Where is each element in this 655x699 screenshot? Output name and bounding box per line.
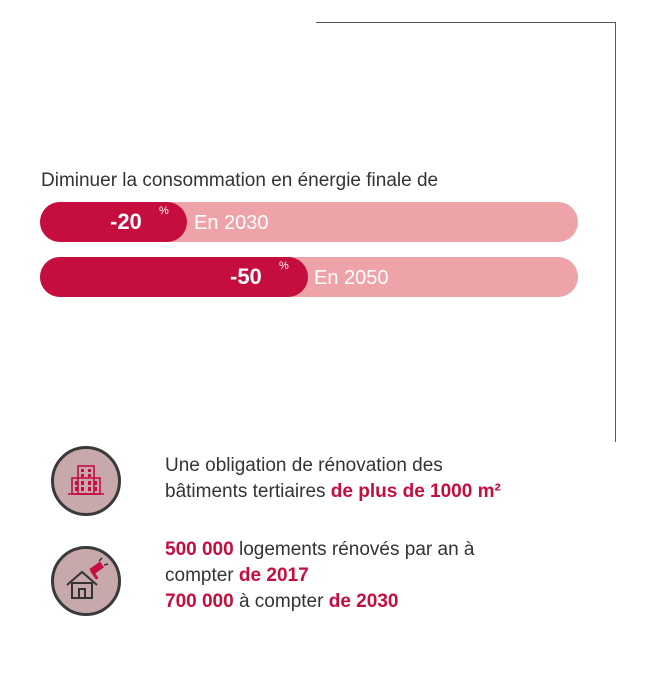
- house-renovation-icon: [51, 546, 121, 616]
- item-housing-line1: 500 000 logements rénovés par an à: [165, 537, 475, 563]
- item-housing-renovation: 500 000 logements rénovés par an à compt…: [165, 537, 475, 615]
- item-housing-count-2017: 500 000: [165, 539, 234, 560]
- item-housing-line1-text: logements rénovés par an à: [233, 539, 475, 560]
- bar-2030-value: -20: [110, 209, 142, 234]
- bar-2030-unit: %: [159, 205, 169, 217]
- frame-top-line: [316, 22, 616, 23]
- bar-2050-fill: [40, 257, 308, 297]
- item-tertiary-line2-text: bâtiments tertiaires: [165, 481, 331, 502]
- bar-2050: -50 % En 2050: [40, 257, 578, 297]
- item-housing-line2: compter de 2017: [165, 563, 475, 589]
- office-building-icon: [51, 446, 121, 516]
- item-tertiary-line2: bâtiments tertiaires de plus de 1000 m²: [165, 479, 501, 505]
- item-tertiary-line1: Une obligation de rénovation des: [165, 455, 443, 476]
- frame-right-line: [615, 22, 616, 442]
- bar-2030-fill: [40, 202, 187, 242]
- item-housing-line3: 700 000 à compter de 2030: [165, 589, 475, 615]
- item-housing-line3-text: à compter: [233, 591, 329, 612]
- item-housing-count-2030: 700 000: [165, 591, 234, 612]
- item-housing-year-2030: de 2030: [328, 591, 399, 612]
- bar-2030: -20 % En 2030: [40, 202, 578, 242]
- bar-2050-label: En 2050: [314, 267, 389, 289]
- item-housing-year-2017: de 2017: [238, 565, 309, 586]
- item-housing-line2-text: compter: [165, 565, 239, 586]
- bar-2050-unit: %: [279, 260, 289, 272]
- bar-2030-label: En 2030: [194, 212, 269, 234]
- item-tertiary-buildings: Une obligation de rénovation des bâtimen…: [165, 453, 501, 505]
- item-tertiary-highlight: de plus de 1000 m²: [330, 481, 501, 502]
- bar-2050-value: -50: [230, 264, 262, 289]
- intro-text: Diminuer la consommation en énergie fina…: [41, 170, 439, 191]
